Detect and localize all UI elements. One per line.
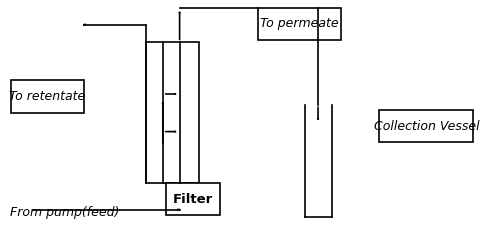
Bar: [10, 80, 84, 113]
Text: From pump(feed): From pump(feed): [10, 206, 119, 219]
Text: To retentate: To retentate: [9, 90, 85, 103]
Bar: [146, 42, 200, 183]
Text: Collection Vessel: Collection Vessel: [374, 120, 479, 133]
Bar: [258, 8, 341, 40]
Text: To permeate: To permeate: [260, 17, 338, 31]
Bar: [166, 183, 220, 215]
Bar: [380, 110, 474, 142]
Text: Filter: Filter: [173, 193, 213, 206]
